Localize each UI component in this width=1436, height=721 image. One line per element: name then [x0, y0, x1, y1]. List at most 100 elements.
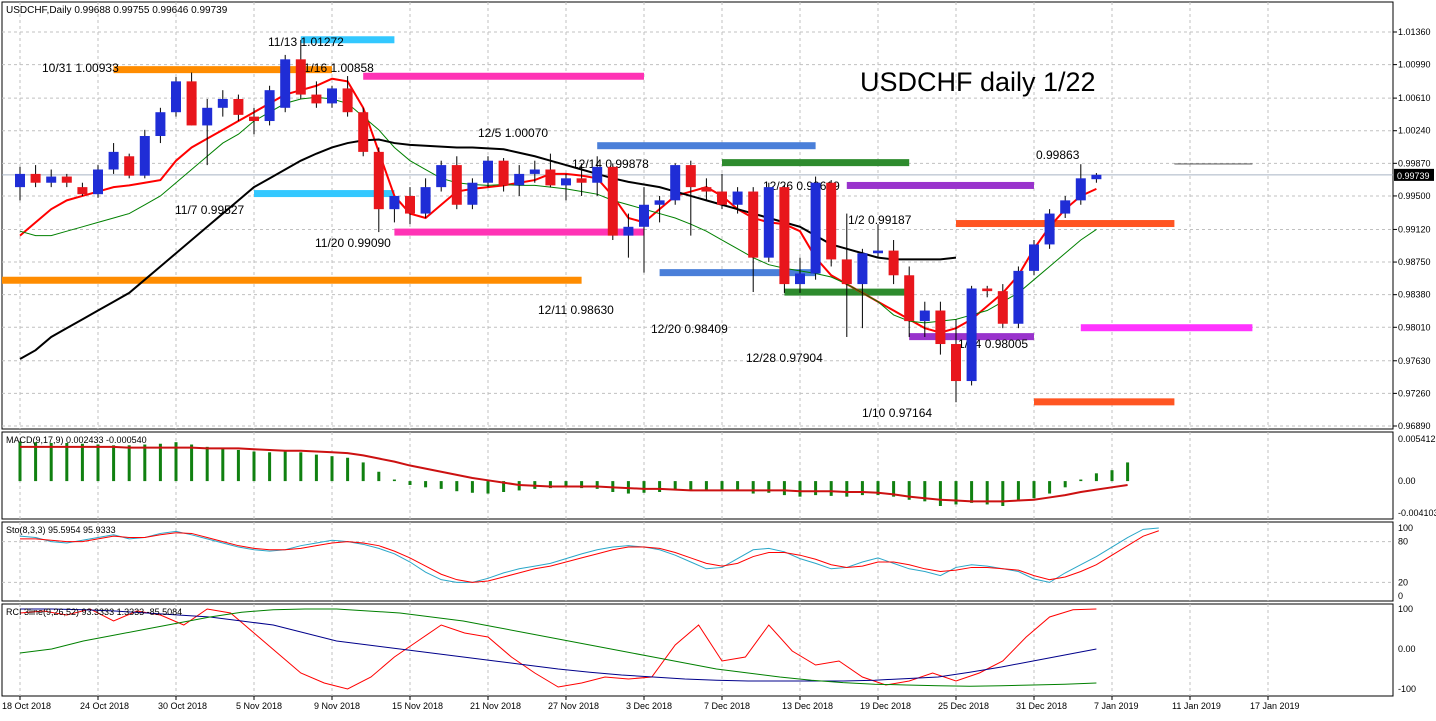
- macd-bar: [860, 481, 864, 496]
- level-label: 1/2 0.99187: [848, 213, 912, 227]
- level-bar: [846, 181, 1034, 189]
- macd-bar: [424, 481, 428, 488]
- y-tick-label: 0.98010: [1398, 322, 1431, 332]
- candle-body: [61, 176, 72, 183]
- candle-body: [373, 151, 384, 210]
- candle-body: [420, 187, 431, 214]
- y-tick-label: 1.00610: [1398, 93, 1431, 103]
- macd-bar: [174, 442, 178, 482]
- candle-body: [467, 182, 478, 205]
- x-tick-label: 9 Nov 2018: [314, 701, 360, 711]
- level-label: 11/7 0.99527: [175, 203, 245, 217]
- candle-body: [186, 81, 197, 126]
- moving-average-line: [19, 138, 957, 360]
- candle-body: [389, 195, 400, 210]
- macd-bar: [1110, 470, 1114, 482]
- rci-pane: [1, 603, 1394, 697]
- macd-bar: [80, 443, 84, 482]
- candle-body: [46, 176, 57, 183]
- macd-bar: [314, 454, 318, 482]
- rci-line: [19, 608, 1097, 687]
- candle-body: [264, 90, 275, 122]
- level-label: 1/10 0.97164: [862, 406, 932, 420]
- candle-body: [654, 200, 665, 205]
- candle-body: [670, 165, 681, 201]
- level-bar: [1034, 398, 1175, 406]
- y-tick-label: 0.99870: [1398, 158, 1431, 168]
- y-tick-label: -0.004103: [1398, 508, 1436, 518]
- x-tick-label: 27 Nov 2018: [548, 701, 599, 711]
- candle-body: [311, 94, 322, 104]
- macd-bar: [143, 444, 147, 482]
- candle-body: [295, 59, 306, 95]
- y-tick-label: 0.00: [1398, 476, 1416, 486]
- candle-body: [795, 273, 805, 285]
- candle-body: [717, 191, 727, 205]
- candle-body: [249, 116, 259, 122]
- level-label: 11/13 1.01272: [268, 35, 344, 49]
- macd-bar: [1063, 481, 1067, 488]
- macd-signal-line: [20, 445, 1128, 503]
- x-tick-label: 25 Dec 2018: [938, 701, 989, 711]
- macd-title: MACD(9,17,9) 0.002433 -0.000540: [6, 435, 147, 445]
- x-tick-label: 11 Jan 2019: [1172, 701, 1221, 711]
- macd-bar: [470, 481, 474, 493]
- candle-body: [919, 310, 930, 322]
- x-tick-label: 30 Oct 2018: [158, 701, 207, 711]
- level-bar: [113, 66, 332, 74]
- candle-body: [748, 191, 759, 258]
- x-tick-label: 18 Oct 2018: [2, 701, 51, 711]
- chart-header: USDCHF,Daily 0.99688 0.99755 0.99646 0.9…: [6, 5, 228, 16]
- candle-body: [1013, 270, 1024, 324]
- macd-bar: [18, 441, 22, 482]
- macd-bar: [455, 481, 459, 492]
- current-price-label: 0.99739: [1397, 171, 1430, 181]
- macd-bar: [49, 442, 53, 482]
- macd-bar: [798, 481, 802, 497]
- candle-body: [280, 59, 291, 108]
- candle-body: [623, 226, 634, 236]
- y-tick-label: 1.00990: [1398, 60, 1431, 70]
- macd-bar: [829, 481, 833, 496]
- candle-body: [732, 191, 743, 205]
- level-label: 0.99863: [1036, 148, 1080, 162]
- level-label: 11/20 0.99090: [315, 236, 391, 250]
- macd-bar: [892, 481, 896, 497]
- level-bar: [300, 36, 395, 44]
- candle-body: [888, 250, 899, 276]
- macd-bar: [34, 442, 38, 482]
- candle-body: [576, 178, 587, 183]
- candle-body: [483, 160, 493, 183]
- macd-bar: [1079, 479, 1083, 482]
- candle-body: [904, 275, 915, 322]
- candle-body: [701, 187, 712, 192]
- macd-bar: [751, 481, 755, 494]
- candle-body: [592, 166, 603, 183]
- level-bar: [1080, 324, 1253, 332]
- candle-body: [451, 165, 462, 205]
- macd-bar: [1094, 473, 1098, 482]
- candle-body: [77, 187, 88, 195]
- macd-bar: [1048, 481, 1052, 494]
- level-label: 12/11 0.98630: [538, 303, 614, 317]
- candle-body: [233, 98, 244, 115]
- macd-bar: [673, 481, 677, 491]
- candle-body: [857, 253, 868, 285]
- level-bar: [956, 220, 1175, 228]
- level-label: 12/20 0.98409: [651, 322, 728, 336]
- candle-body: [1091, 174, 1102, 180]
- y-tick-label: 100: [1398, 604, 1413, 614]
- x-tick-label: 7 Jan 2019: [1094, 701, 1139, 711]
- level-bar: [722, 159, 910, 167]
- macd-bar: [112, 445, 116, 482]
- y-tick-label: 0.98380: [1398, 290, 1431, 300]
- macd-bar: [486, 481, 490, 494]
- candle-body: [1029, 244, 1039, 271]
- macd-bar: [595, 481, 599, 489]
- candle-body: [810, 182, 821, 274]
- macd-bar: [1126, 462, 1130, 482]
- x-tick-label: 19 Dec 2018: [860, 701, 911, 711]
- macd-bar: [330, 456, 334, 482]
- macd-bar: [190, 444, 194, 482]
- x-tick-label: 21 Nov 2018: [470, 701, 521, 711]
